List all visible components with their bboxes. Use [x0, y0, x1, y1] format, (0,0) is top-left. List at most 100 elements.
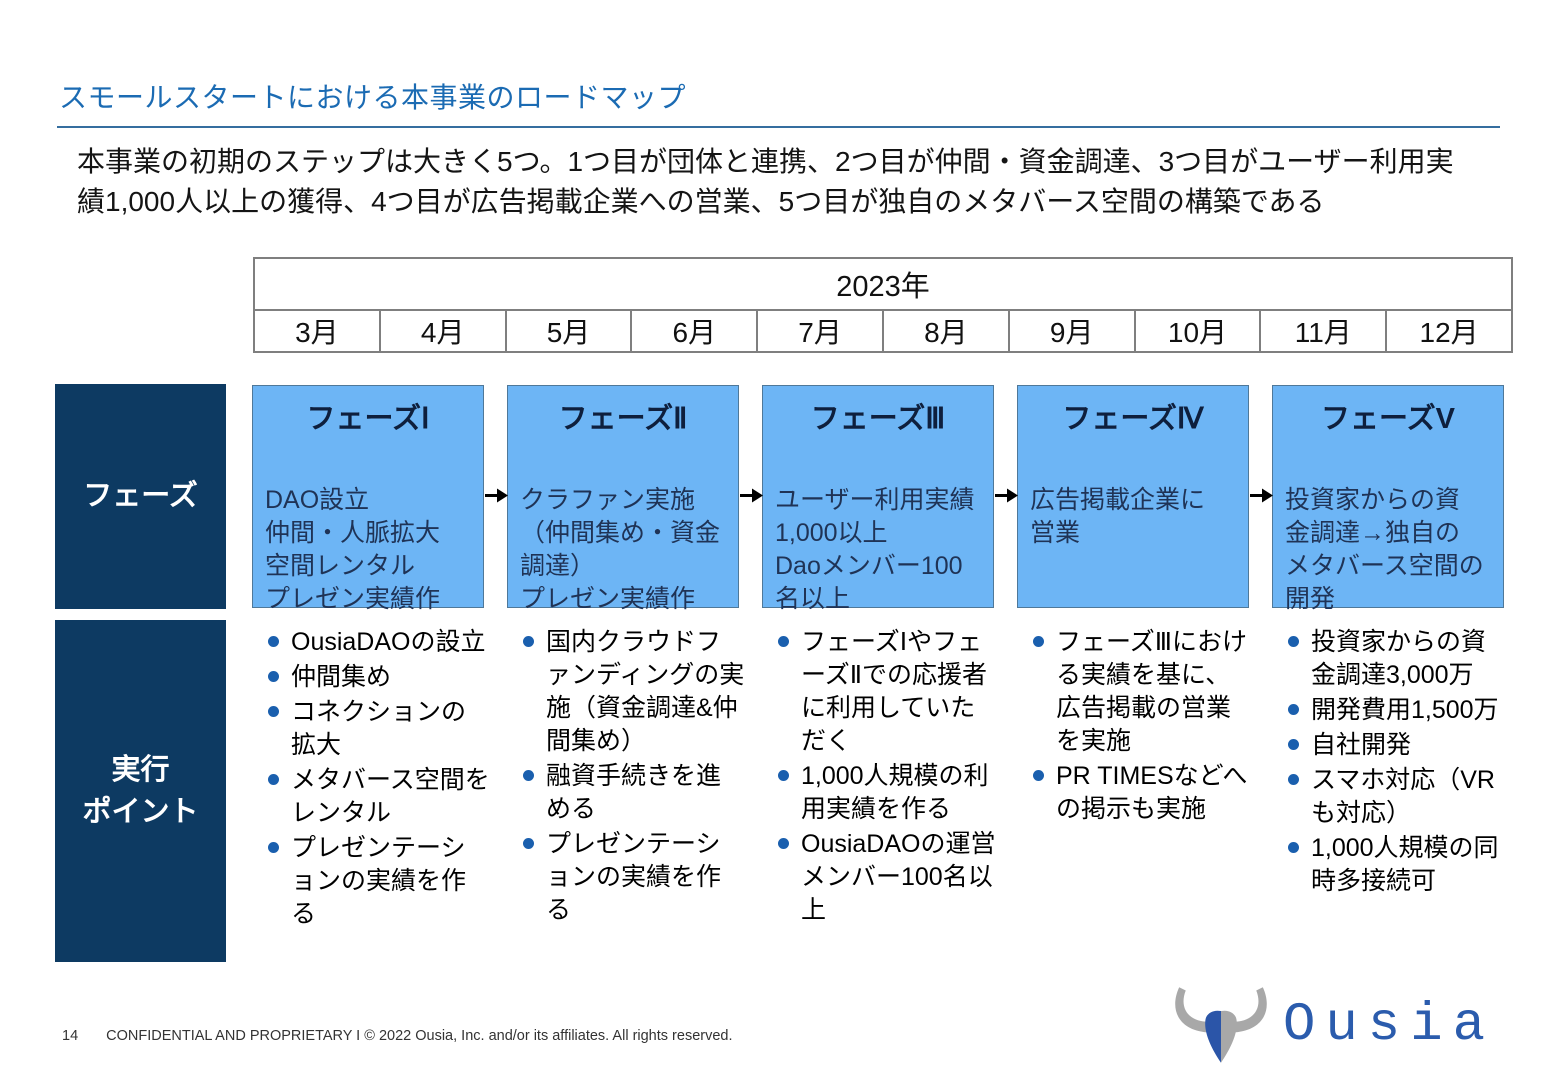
execution-point-text: スマホ対応（VRも対応）	[1311, 766, 1495, 827]
bullet-icon	[1288, 842, 1299, 853]
phase-body: ユーザー利用実績 1,000以上 Daoメンバー100 名以上	[775, 486, 975, 613]
execution-point: 投資家からの資金調達3,000万	[1272, 626, 1510, 692]
execution-point: メタバース空間をレンタル	[252, 764, 490, 830]
bull-icon	[1175, 987, 1267, 1063]
bullet-icon	[268, 842, 279, 853]
bullet-icon	[523, 770, 534, 781]
timeline-month: 4月	[378, 309, 507, 353]
bullet-icon	[1033, 770, 1044, 781]
execution-point: スマホ対応（VRも対応）	[1272, 764, 1510, 830]
execution-point: OusiaDAOの運営メンバー100名以上	[762, 828, 1000, 927]
execution-point-text: フェーズⅠやフェーズⅡでの応援者に利用していただく	[801, 628, 988, 755]
execution-point: 融資手続きを進める	[507, 760, 745, 826]
execution-points-4: フェーズⅢにおける実績を基に、広告掲載の営業を実施 PR TIMESなどへの掲示…	[1017, 626, 1255, 828]
execution-point: フェーズⅢにおける実績を基に、広告掲載の営業を実施	[1017, 626, 1255, 758]
timeline-table: 2023年 3月 4月 5月 6月 7月 8月 9月 10月 11月 12月	[253, 257, 1513, 353]
execution-points-1: OusiaDAOの設立 仲間集め コネクションの拡大 メタバース空間をレンタル …	[252, 626, 490, 933]
page-number: 14	[62, 1028, 79, 1044]
phase-title: フェーズⅢ	[810, 403, 946, 435]
timeline-month: 10月	[1133, 309, 1262, 353]
execution-point-text: 融資手続きを進める	[546, 762, 722, 823]
execution-point-text: 開発費用1,500万	[1311, 696, 1499, 724]
copyright-text: CONFIDENTIAL AND PROPRIETARY I © 2022 Ou…	[106, 1028, 733, 1044]
execution-point-text: フェーズⅢにおける実績を基に、広告掲載の営業を実施	[1056, 628, 1247, 755]
phase-body: DAO設立 仲間・人脈拡大 空間レンタル プレゼン実績作	[265, 486, 441, 613]
execution-point-text: メタバース空間をレンタル	[291, 766, 490, 827]
timeline-month-row: 3月 4月 5月 6月 7月 8月 9月 10月 11月 12月	[253, 309, 1513, 353]
execution-point-text: PR TIMESなどへの掲示も実施	[1056, 762, 1248, 823]
execution-point-text: OusiaDAOの運営メンバー100名以上	[801, 830, 996, 924]
timeline-month: 11月	[1259, 309, 1388, 353]
execution-points-3: フェーズⅠやフェーズⅡでの応援者に利用していただく 1,000人規模の利用実績を…	[762, 626, 1000, 929]
execution-point: 1,000人規模の同時多接続可	[1272, 832, 1510, 898]
phase-title: フェーズⅡ	[558, 403, 688, 435]
execution-point: PR TIMESなどへの掲示も実施	[1017, 760, 1255, 826]
timeline-month: 12月	[1385, 309, 1513, 353]
execution-point: 国内クラウドファンディングの実施（資金調達&仲間集め）	[507, 626, 745, 758]
phase-box-3: フェーズⅢ ユーザー利用実績 1,000以上 Daoメンバー100 名以上	[762, 385, 994, 613]
timeline-month: 8月	[881, 309, 1010, 353]
bullet-icon	[1288, 636, 1299, 647]
execution-point-text: 国内クラウドファンディングの実施（資金調達&仲間集め）	[546, 628, 745, 755]
bullet-icon	[523, 636, 534, 647]
title-divider	[57, 126, 1500, 128]
logo-text: Ousia	[1283, 994, 1496, 1056]
execution-point: プレゼンテーションの実績を作る	[252, 832, 490, 931]
execution-point: フェーズⅠやフェーズⅡでの応援者に利用していただく	[762, 626, 1000, 758]
execution-point-text: コネクションの拡大	[291, 698, 467, 759]
timeline-month: 7月	[756, 309, 884, 353]
bullet-icon	[778, 636, 789, 647]
bullet-icon	[778, 770, 789, 781]
bullet-icon	[1033, 636, 1044, 647]
execution-point: 開発費用1,500万	[1272, 694, 1510, 727]
arrow-right-icon	[995, 488, 1018, 503]
execution-point-text: 1,000人規模の同時多接続可	[1311, 834, 1499, 895]
timeline-month: 9月	[1007, 309, 1136, 353]
execution-point-text: OusiaDAOの設立	[291, 628, 486, 656]
bullet-icon	[268, 636, 279, 647]
execution-point: 自社開発	[1272, 729, 1510, 762]
timeline-month: 5月	[504, 309, 633, 353]
row-label-phase: フェーズ	[55, 384, 226, 609]
footer: 14 CONFIDENTIAL AND PROPRIETARY I © 2022…	[62, 1028, 733, 1044]
arrow-right-icon	[1250, 488, 1273, 503]
phase-title: フェーズⅣ	[1062, 403, 1204, 435]
execution-point-text: プレゼンテーションの実績を作る	[546, 830, 722, 924]
execution-point-text: 自社開発	[1311, 731, 1412, 759]
timeline-year: 2023年	[253, 257, 1513, 311]
page-title: スモールスタートにおける本事業のロードマップ	[59, 82, 687, 113]
execution-point: OusiaDAOの設立	[252, 626, 490, 659]
execution-point-text: 1,000人規模の利用実績を作る	[801, 762, 989, 823]
phase-body: クラファン実施 （仲間集め・資金調達） プレゼン実績作	[520, 486, 721, 613]
phase-box-1: フェーズⅠ DAO設立 仲間・人脈拡大 空間レンタル プレゼン実績作	[252, 385, 484, 613]
phase-box-2: フェーズⅡ クラファン実施 （仲間集め・資金調達） プレゼン実績作	[507, 385, 739, 613]
ousia-logo: Ousia	[1163, 984, 1495, 1066]
execution-point-text: 投資家からの資金調達3,000万	[1311, 628, 1487, 689]
bullet-icon	[1288, 704, 1299, 715]
phase-title: フェーズV	[1321, 403, 1455, 435]
bullet-icon	[523, 838, 534, 849]
timeline-month: 6月	[630, 309, 759, 353]
execution-points-2: 国内クラウドファンディングの実施（資金調達&仲間集め） 融資手続きを進める プレ…	[507, 626, 745, 929]
bullet-icon	[778, 838, 789, 849]
bullet-icon	[268, 774, 279, 785]
bullet-icon	[268, 671, 279, 682]
execution-point: コネクションの拡大	[252, 696, 490, 762]
execution-point-text: 仲間集め	[291, 663, 392, 691]
bullet-icon	[1288, 774, 1299, 785]
execution-points-5: 投資家からの資金調達3,000万 開発費用1,500万 自社開発 スマホ対応（V…	[1272, 626, 1510, 900]
execution-point: 1,000人規模の利用実績を作る	[762, 760, 1000, 826]
phase-box-5: フェーズV 投資家からの資 金調達→独自の メタバース空間の 開発	[1272, 385, 1504, 613]
arrow-right-icon	[485, 488, 508, 503]
timeline-month: 3月	[253, 309, 381, 353]
intro-text: 本事業の初期のステップは大きく5つ。1つ目が団体と連携、2つ目が仲間・資金調達、…	[77, 146, 1454, 217]
execution-point: プレゼンテーションの実績を作る	[507, 828, 745, 927]
phase-title: フェーズⅠ	[306, 403, 430, 435]
phase-body: 広告掲載企業に 営業	[1030, 486, 1206, 547]
execution-point-text: プレゼンテーションの実績を作る	[291, 834, 467, 928]
phase-box-4: フェーズⅣ 広告掲載企業に 営業	[1017, 385, 1249, 608]
bullet-icon	[1288, 739, 1299, 750]
bullet-icon	[268, 706, 279, 717]
execution-point: 仲間集め	[252, 661, 490, 694]
